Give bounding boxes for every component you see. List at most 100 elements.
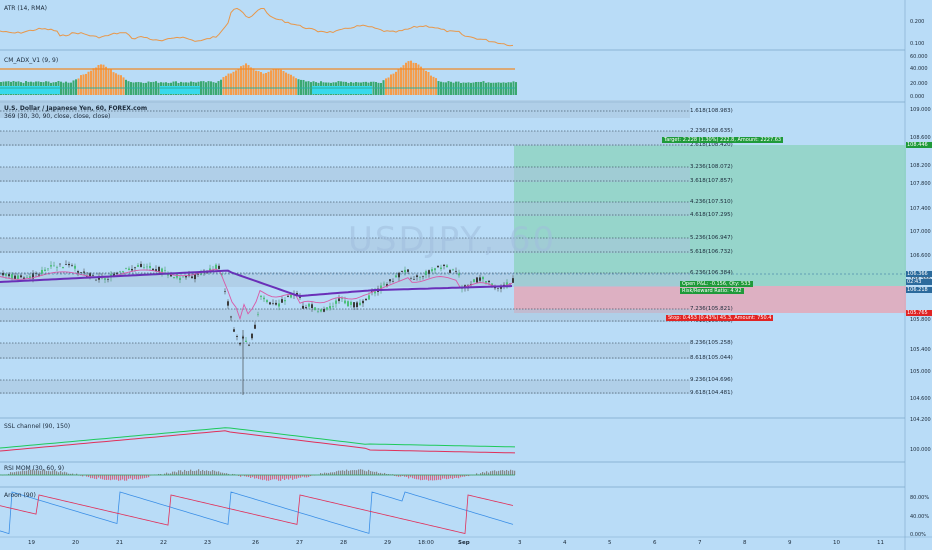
fib-band	[0, 131, 690, 146]
price-axis-label: 109.000	[910, 107, 931, 113]
adx-bar	[95, 67, 97, 95]
adx-low-zone	[160, 86, 200, 94]
candle-body	[17, 275, 19, 280]
adx-bar	[222, 77, 225, 95]
rsi-mom-bar	[14, 472, 16, 475]
fib-level-label: 9.236(104.696)	[690, 377, 733, 383]
rsi-mom-bar	[46, 470, 48, 475]
ssl-axis-label: 100.000	[910, 447, 931, 453]
candle-body	[326, 307, 328, 310]
adx-bar	[462, 82, 465, 95]
candle-body	[422, 276, 424, 277]
fib-level-label: 7.618(105.606)	[690, 318, 733, 324]
rsi-mom-bar	[394, 475, 396, 476]
rsi-mom-bar	[262, 475, 264, 481]
candle-body	[278, 303, 280, 307]
rsi-mom-bar	[346, 469, 348, 475]
adx-bar	[405, 62, 407, 95]
rsi-mom-bar	[460, 475, 462, 478]
adx-axis-label: 40.000	[910, 66, 928, 72]
candle-body	[485, 280, 487, 283]
rsi-mom-bar	[38, 470, 40, 475]
candle-body	[5, 274, 7, 276]
rsi-mom-bar	[406, 475, 408, 477]
rsi-mom-bar	[214, 470, 216, 475]
adx-bar	[507, 82, 510, 95]
candle-body	[341, 298, 343, 300]
rsi-mom-bar	[448, 475, 450, 479]
candle-body	[122, 271, 124, 273]
rsi-mom-bar	[306, 475, 308, 478]
candle-body	[407, 269, 409, 272]
candle-body	[29, 276, 31, 279]
symbol-title[interactable]: U.S. Dollar / Japanese Yen, 60, FOREX.co…	[4, 105, 148, 112]
adx-bar	[125, 79, 127, 95]
rsi-mom-bar	[20, 471, 22, 475]
candle-body	[206, 272, 208, 274]
candle-body	[125, 268, 127, 269]
fib-level-label: 3.618(107.857)	[690, 178, 733, 184]
date-axis-label: 3	[518, 540, 522, 546]
stop-tag[interactable]: Stop: 0.453 (0.43%) 45.3, Amount: 750.4	[666, 315, 774, 321]
candle-body	[164, 270, 166, 271]
fib-level-label: 8.236(105.258)	[690, 340, 733, 346]
adx-bar	[400, 67, 402, 95]
rsi-mom-bar	[140, 475, 142, 479]
candle-body	[239, 343, 241, 345]
candle-body	[416, 275, 418, 278]
adx-bar	[395, 71, 397, 95]
candle-body	[311, 304, 313, 308]
adx-bar	[492, 82, 495, 95]
rsi-mom-bar	[232, 473, 234, 475]
target-tag[interactable]: Target: 2.228 (1.30%) 222.8, Amount: 222…	[662, 137, 784, 143]
candle-body	[80, 272, 82, 273]
adx-bar	[237, 69, 240, 95]
rsi-mom-bar	[400, 475, 402, 477]
adx-bar	[92, 68, 95, 95]
rsi-mom-bar	[402, 475, 404, 477]
candle-body	[221, 274, 223, 275]
candle-body	[347, 301, 349, 307]
adx-axis-label: 20.000	[910, 81, 928, 87]
rsi-mom-bar	[86, 475, 88, 477]
price-axis-label: 108.200	[910, 163, 931, 169]
rsi-mom-bar	[498, 470, 500, 475]
rsi-mom-bar	[98, 475, 100, 478]
rsi-mom-bar	[278, 475, 280, 481]
candle-body	[224, 291, 226, 292]
adx-bar	[415, 62, 417, 95]
rsi-mom-bar	[50, 471, 52, 475]
candle-body	[392, 281, 394, 283]
rsi-mom-bar	[398, 475, 400, 477]
rsi-mom-bar	[276, 475, 278, 480]
adx-bar	[90, 70, 92, 95]
adx-bar	[420, 66, 422, 95]
rsi-mom-bar	[420, 475, 422, 481]
rsi-mom-bar	[450, 475, 452, 479]
adx-bar	[292, 76, 295, 95]
candle-body	[368, 295, 370, 300]
candle-body	[116, 272, 118, 275]
rsi-mom-bar	[264, 475, 266, 480]
candle-body	[233, 329, 235, 332]
rsi-mom-bar	[324, 472, 326, 475]
adx-bar	[500, 82, 502, 95]
rsi-mom-bar	[60, 470, 62, 475]
rsi-mom-bar	[194, 470, 196, 475]
rsi-mom-bar	[352, 470, 354, 475]
adx-bar	[497, 82, 500, 95]
adx-bar	[470, 82, 472, 95]
rsi-mom-bar	[490, 471, 492, 475]
rsi-mom-bar	[210, 471, 212, 475]
rsi-mom-bar	[8, 473, 10, 475]
candle-body	[290, 293, 292, 298]
candle-body	[107, 279, 109, 280]
adx-bar	[240, 66, 242, 95]
candle-body	[323, 309, 325, 312]
adx-bar	[110, 69, 112, 95]
candle-body	[158, 266, 160, 272]
rsi-mom-bar	[96, 475, 98, 480]
rsi-mom-bar	[148, 475, 150, 478]
rsi-mom-bar	[438, 475, 440, 480]
